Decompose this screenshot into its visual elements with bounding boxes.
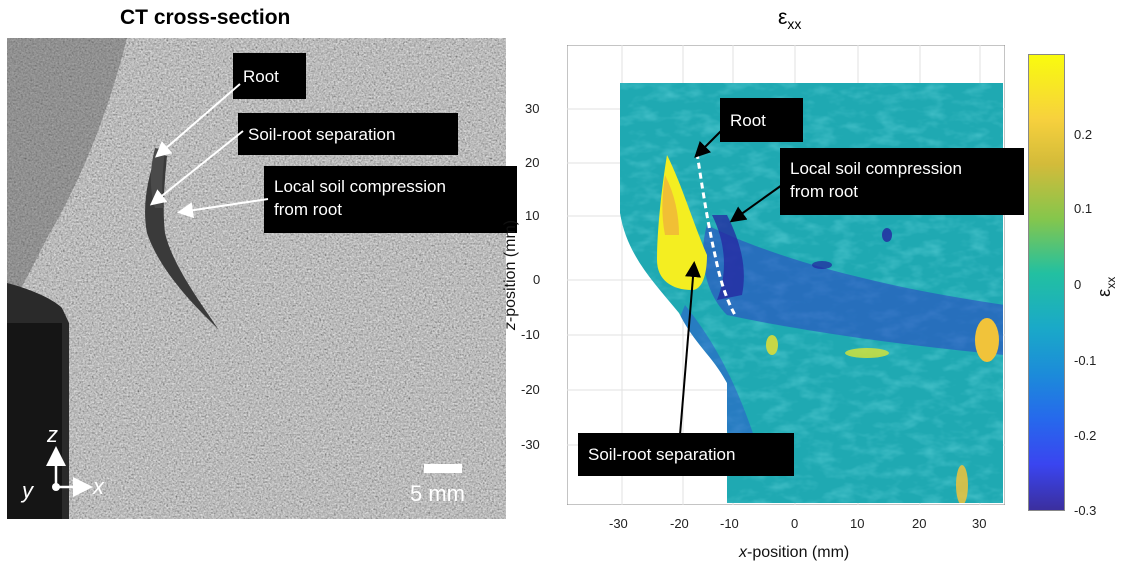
axis-z-label: z xyxy=(47,422,58,447)
x-axis-label: x-position (mm) xyxy=(739,544,849,562)
ct-separation-arrow xyxy=(149,130,244,206)
x-axis-rest: -position (mm) xyxy=(747,544,850,561)
axis-x-label: x xyxy=(93,474,104,499)
colorbar-tick: -0.1 xyxy=(1074,353,1097,368)
xtick: -30 xyxy=(609,516,628,531)
ct-compression-line2: from root xyxy=(274,200,343,219)
xtick: 0 xyxy=(791,516,799,531)
ytick: -10 xyxy=(521,327,540,342)
ct-root-arrow xyxy=(154,83,241,158)
strain-root-callout: Root xyxy=(720,98,803,142)
strain-compression-line1: Local soil compression xyxy=(790,159,962,178)
xtick: -20 xyxy=(670,516,689,531)
ct-title: CT cross-section xyxy=(120,6,291,29)
ct-compression-callout: Local soil compression from root xyxy=(264,166,517,233)
colorbar-tick: 0 xyxy=(1074,277,1082,292)
ct-compression-arrow xyxy=(177,198,269,219)
ct-separation-callout: Soil-root separation xyxy=(238,113,458,155)
ct-compression-line1: Local soil compression xyxy=(274,177,446,196)
axes-orientation-icon xyxy=(46,446,93,497)
colorbar-tick: -0.3 xyxy=(1074,503,1097,518)
axis-y-label: y xyxy=(22,478,33,503)
root-trace-dashed xyxy=(695,152,737,316)
ytick: 0 xyxy=(533,272,541,287)
x-axis-var: x xyxy=(739,544,747,561)
colorbar-tick: -0.2 xyxy=(1074,428,1097,443)
xtick: -10 xyxy=(720,516,739,531)
colorbar-label-main: ε xyxy=(1094,288,1115,297)
strain-separation-arrow xyxy=(679,261,701,436)
strain-title-main: ε xyxy=(778,6,788,29)
scale-bar-label: 5 mm xyxy=(410,481,465,506)
strain-title: εxx xyxy=(778,6,801,32)
strain-compression-arrow xyxy=(729,184,783,223)
xtick: 20 xyxy=(912,516,927,531)
colorbar-tick: 0.1 xyxy=(1074,201,1093,216)
colorbar-tick: 0.2 xyxy=(1074,127,1093,142)
scale-bar xyxy=(424,464,462,473)
ytick: -20 xyxy=(521,382,540,397)
ct-root-callout: Root xyxy=(233,53,306,99)
colorbar-label: εxx xyxy=(1094,277,1118,297)
strain-compression-line2: from root xyxy=(790,182,859,201)
strain-arrows xyxy=(679,129,783,436)
colorbar xyxy=(1028,54,1065,511)
ytick: 30 xyxy=(525,101,540,116)
xtick: 30 xyxy=(972,516,987,531)
y-axis-rest: -position (mm) xyxy=(502,219,520,323)
ytick: 20 xyxy=(525,155,540,170)
y-axis-var: z xyxy=(502,322,520,331)
strain-root-arrow xyxy=(694,129,723,158)
y-axis-label: z-position (mm) xyxy=(502,220,520,330)
ytick: -30 xyxy=(521,437,540,452)
xtick: 10 xyxy=(850,516,865,531)
strain-title-sub: xx xyxy=(787,16,802,33)
strain-compression-callout: Local soil compression from root xyxy=(780,148,1024,215)
colorbar-label-sub: xx xyxy=(1103,276,1118,289)
ct-arrows xyxy=(149,83,269,219)
strain-separation-callout: Soil-root separation xyxy=(578,433,794,476)
ytick: 10 xyxy=(525,208,540,223)
